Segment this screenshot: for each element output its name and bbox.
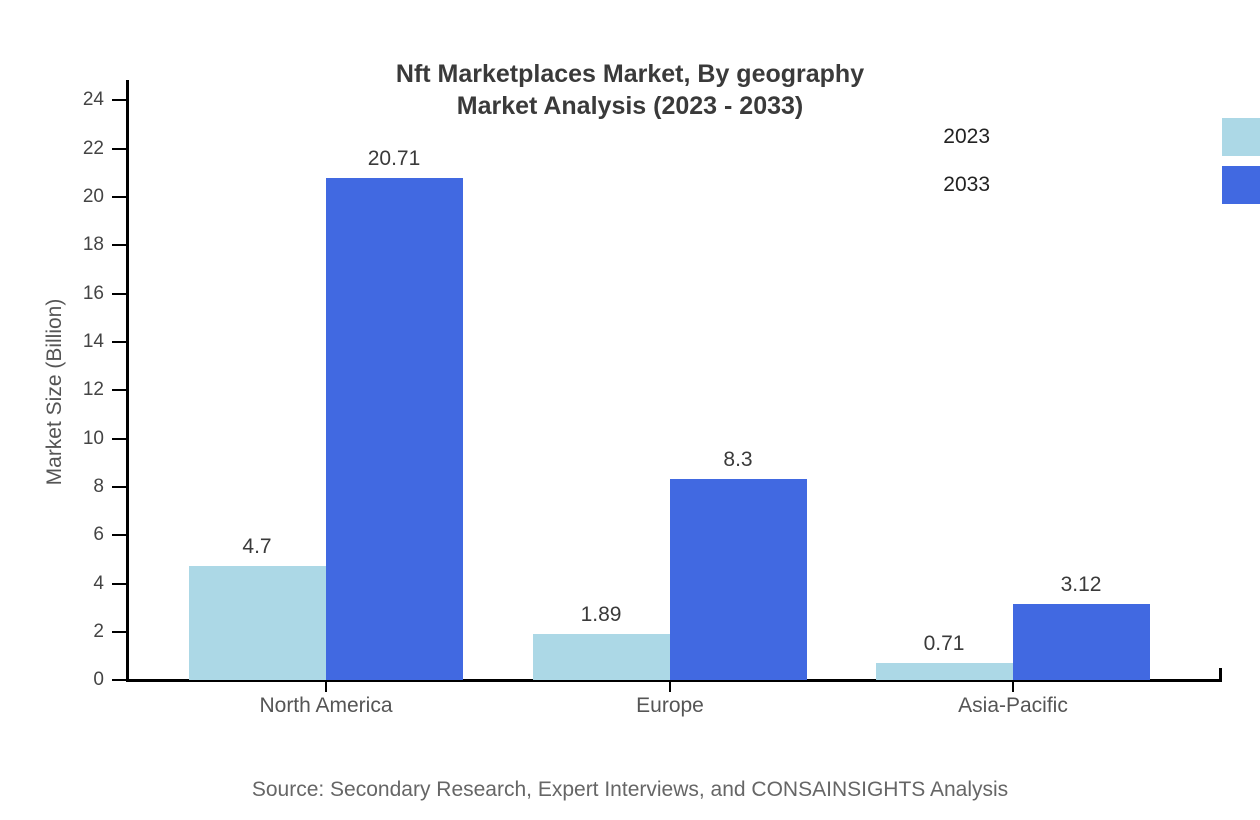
y-tick-label: 10 xyxy=(82,428,104,449)
bar-2023-north-america[interactable] xyxy=(189,566,326,680)
y-tick-mark xyxy=(112,293,126,295)
y-tick-label: 20 xyxy=(82,186,104,207)
legend-swatch-2023 xyxy=(1222,118,1260,156)
y-tick-label: 22 xyxy=(82,138,104,159)
y-tick-label: 0 xyxy=(93,669,104,690)
y-tick-label: 4 xyxy=(93,573,104,594)
chart-title-line-2: Market Analysis (2023 - 2033) xyxy=(456,92,804,120)
legend-swatch-2033 xyxy=(1222,166,1260,204)
bar-value-2023-europe: 1.89 xyxy=(580,603,622,626)
x-tick-label-asia-pacific: Asia-Pacific xyxy=(958,694,1068,717)
y-tick-label: 14 xyxy=(82,331,104,352)
bar-2023-asia-pacific[interactable] xyxy=(876,663,1013,680)
source-note: Source: Secondary Research, Expert Inter… xyxy=(251,778,1009,801)
bar-value-2023-asia-pacific: 0.71 xyxy=(923,632,965,655)
y-tick-mark xyxy=(112,534,126,536)
bar-value-2033-europe: 8.3 xyxy=(723,448,753,471)
bar-2023-europe[interactable] xyxy=(533,634,670,680)
x-tick-label-north-america: North America xyxy=(259,694,393,717)
y-tick-mark xyxy=(112,196,126,198)
bar-2033-europe[interactable] xyxy=(670,479,807,680)
y-tick-label: 18 xyxy=(82,234,104,255)
bar-value-2033-north-america: 20.71 xyxy=(367,147,421,170)
legend-label-2023: 2023 xyxy=(943,125,990,148)
x-axis-end-cap xyxy=(1219,668,1222,682)
y-tick-mark xyxy=(112,341,126,343)
y-axis-line xyxy=(126,80,129,682)
x-tick-mark xyxy=(325,679,327,692)
x-tick-mark xyxy=(1012,679,1014,692)
y-tick-mark xyxy=(112,631,126,633)
y-tick-label: 2 xyxy=(93,621,104,642)
y-tick-mark xyxy=(112,148,126,150)
y-tick-mark xyxy=(112,389,126,391)
y-tick-mark xyxy=(112,486,126,488)
legend-label-2033: 2033 xyxy=(943,173,990,196)
y-tick-mark xyxy=(112,679,126,681)
chart-title-line-1: Nft Marketplaces Market, By geography xyxy=(395,60,865,88)
y-tick-label: 16 xyxy=(82,283,104,304)
bar-2033-north-america[interactable] xyxy=(326,178,463,680)
chart-title: Nft Marketplaces Market, By geography Ma… xyxy=(0,58,1260,122)
y-tick-mark xyxy=(112,438,126,440)
y-tick-label: 8 xyxy=(93,476,104,497)
y-tick-label: 24 xyxy=(82,89,104,110)
bar-value-2023-north-america: 4.7 xyxy=(242,535,272,558)
y-axis-label: Market Size (Billion) xyxy=(43,298,66,486)
x-tick-label-europe: Europe xyxy=(636,694,704,717)
y-tick-mark xyxy=(112,583,126,585)
x-tick-mark xyxy=(669,679,671,692)
y-tick-label: 6 xyxy=(93,524,104,545)
bar-2033-asia-pacific[interactable] xyxy=(1013,604,1150,680)
y-tick-mark xyxy=(112,244,126,246)
y-tick-label: 12 xyxy=(82,379,104,400)
x-axis-line xyxy=(126,679,1222,682)
bar-value-2033-asia-pacific: 3.12 xyxy=(1060,573,1102,596)
y-tick-mark xyxy=(112,99,126,101)
